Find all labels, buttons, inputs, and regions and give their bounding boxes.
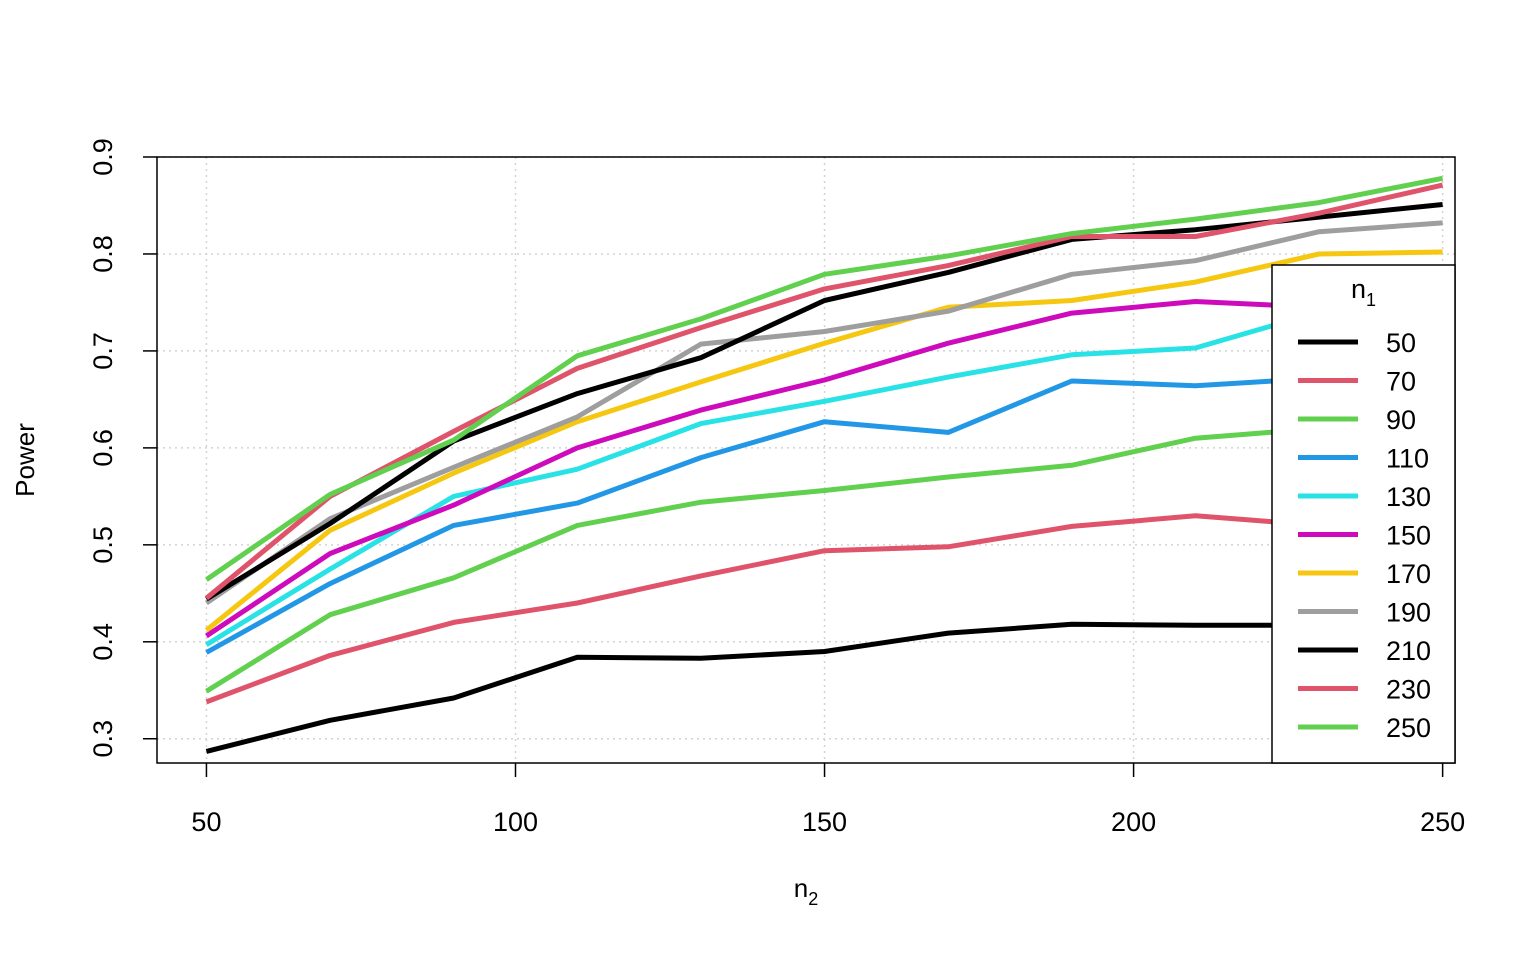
- legend-label-210: 210: [1386, 636, 1431, 666]
- x-tick-label: 150: [802, 807, 847, 837]
- series-lines: [204, 175, 1444, 754]
- legend-label-170: 170: [1386, 559, 1431, 589]
- x-tick-label: 200: [1111, 807, 1156, 837]
- x-tick-label: 100: [493, 807, 538, 837]
- x-axis-title-subscript: 2: [808, 889, 818, 909]
- legend-label-250: 250: [1386, 713, 1431, 743]
- series-line-150: [205, 299, 1443, 639]
- legend: n1 50 70 90 110 130 150 170 190 210 230 250: [1271, 264, 1456, 764]
- legend-box: [1271, 264, 1456, 764]
- legend-label-190: 190: [1386, 598, 1431, 628]
- y-tick-label: 0.3: [88, 720, 118, 758]
- series-line-230: [204, 182, 1444, 601]
- y-tick-label: 0.8: [88, 235, 118, 273]
- y-tick-label: 0.4: [88, 623, 118, 661]
- y-axis: 0.3 0.4 0.5 0.6 0.7 0.8 0.9: [88, 138, 157, 758]
- series-line-190: [204, 220, 1443, 606]
- x-axis-title: n2: [794, 873, 818, 909]
- y-tick-label: 0.6: [88, 429, 118, 467]
- series-line-90: [205, 416, 1443, 694]
- legend-label-150: 150: [1386, 521, 1431, 551]
- legend-title-main: n: [1351, 274, 1366, 304]
- legend-label-130: 130: [1386, 482, 1431, 512]
- y-tick-label: 0.5: [88, 526, 118, 564]
- legend-title: n1: [1351, 274, 1376, 310]
- y-axis-title: Power: [10, 423, 40, 497]
- series-line-70: [205, 513, 1443, 705]
- x-axis-title-main: n: [794, 873, 808, 903]
- legend-label-90: 90: [1386, 405, 1416, 435]
- legend-label-50: 50: [1386, 328, 1416, 358]
- legend-label-110: 110: [1386, 444, 1429, 474]
- series-line-110: [205, 367, 1443, 655]
- x-tick-label: 50: [191, 807, 221, 837]
- legend-title-subscript: 1: [1366, 290, 1376, 310]
- legend-label-70: 70: [1386, 367, 1416, 397]
- y-tick-label: 0.9: [88, 138, 118, 176]
- series-line-170: [204, 249, 1443, 633]
- x-axis: 50 100 150 200 250: [191, 763, 1465, 837]
- x-tick-label: 250: [1420, 807, 1465, 837]
- series-line-210: [205, 202, 1443, 602]
- y-tick-label: 0.7: [88, 332, 118, 370]
- series-line-250: [204, 175, 1444, 582]
- series-line-50: [205, 621, 1443, 754]
- legend-items: 50 70 90 110 130 150 170 190 210 230 250: [1298, 328, 1431, 743]
- legend-label-230: 230: [1386, 675, 1431, 705]
